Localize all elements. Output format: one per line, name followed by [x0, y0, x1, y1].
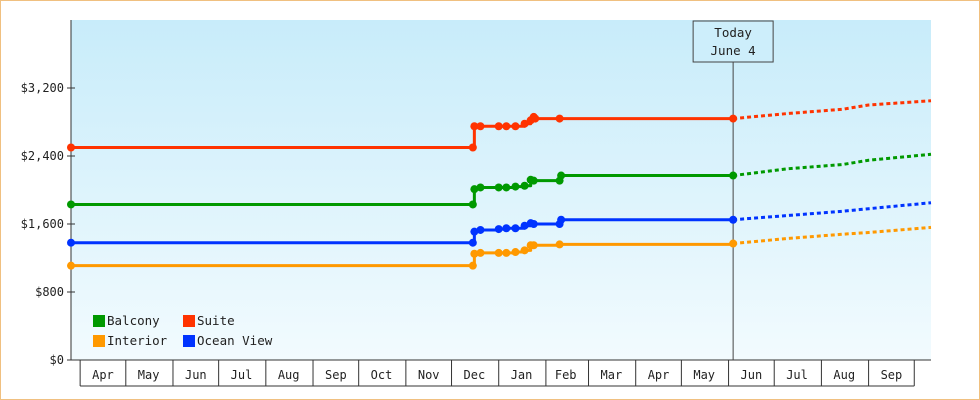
legend-swatch-interior: [93, 335, 105, 347]
x-tick-label: Jun: [185, 368, 207, 382]
x-tick-label: Dec: [464, 368, 486, 382]
data-point-suite: [476, 122, 485, 131]
data-point-balcony: [494, 183, 503, 192]
data-point-ocean-view: [520, 221, 529, 230]
series-ocean-view: [67, 201, 932, 247]
legend-swatch-suite: [183, 315, 195, 327]
today-annotation: Today June 4: [692, 20, 774, 360]
data-point-suite: [502, 122, 511, 131]
data-point-suite: [468, 143, 477, 152]
x-tick-label: Feb: [555, 368, 577, 382]
data-point-ocean-view: [529, 220, 538, 228]
data-point-interior: [729, 239, 738, 248]
y-tick-label: $0: [50, 353, 64, 367]
data-point-balcony: [511, 182, 520, 191]
legend: Balcony Suite Interior Ocean View: [93, 313, 273, 348]
forecast-line-ocean-view: [733, 201, 932, 222]
data-point-ocean-view: [502, 224, 511, 233]
forecast-line-suite: [732, 99, 932, 121]
data-point-suite: [531, 114, 540, 123]
data-point-balcony: [470, 185, 479, 194]
series-balcony: [67, 152, 932, 209]
today-label: Today: [714, 25, 752, 40]
x-tick-label: May: [138, 368, 160, 382]
today-box: [692, 20, 774, 63]
legend-swatch-ocean-view: [183, 335, 195, 347]
forecast-line-interior: [732, 225, 932, 246]
y-tick-label: $800: [35, 285, 64, 299]
data-point-suite: [470, 122, 479, 131]
y-tick-label: $1,600: [21, 217, 64, 231]
legend-label-balcony: Balcony: [107, 313, 160, 328]
x-tick-label: Aug: [833, 368, 855, 382]
x-tick-label: Aug: [278, 368, 300, 382]
x-tick-label: Apr: [92, 368, 114, 382]
x-tick-label: Jun: [741, 368, 763, 382]
legend-label-suite: Suite: [197, 313, 235, 328]
series-layer: [67, 99, 932, 270]
data-point-balcony: [502, 183, 511, 192]
data-point-interior: [468, 261, 477, 270]
forecast-line-balcony: [732, 152, 932, 178]
data-point-balcony: [67, 200, 75, 209]
data-point-ocean-view: [468, 238, 477, 247]
series-interior: [67, 225, 932, 270]
data-point-ocean-view: [729, 215, 738, 224]
x-tick-label: Mar: [601, 368, 623, 382]
data-point-ocean-view: [494, 225, 503, 234]
x-tick-label: Oct: [371, 368, 393, 382]
legend-swatch-balcony: [93, 315, 105, 327]
x-tick-label: Jan: [511, 368, 533, 382]
data-point-suite: [555, 114, 564, 123]
data-point-interior: [502, 248, 511, 257]
x-axis: Apr May Jun Jul Aug Sep Oct Nov Dec Jan Feb Mar Apr M…: [71, 359, 931, 387]
data-point-suite: [494, 122, 503, 131]
data-point-interior: [476, 248, 485, 257]
data-point-suite: [729, 114, 738, 123]
data-point-interior: [520, 246, 529, 255]
data-point-balcony: [529, 176, 538, 185]
x-tick-label: Sep: [881, 368, 903, 382]
series-suite: [67, 99, 932, 152]
data-point-ocean-view: [67, 238, 75, 247]
x-tick-label: Sep: [325, 368, 347, 382]
today-date-label: June 4: [711, 43, 756, 58]
data-point-interior: [511, 248, 520, 257]
data-point-balcony: [557, 171, 566, 180]
data-point-interior: [529, 241, 538, 250]
legend-label-interior: Interior: [107, 333, 168, 348]
data-point-interior: [555, 240, 564, 249]
y-tick-label: $2,400: [21, 149, 64, 163]
data-point-suite: [511, 122, 520, 131]
data-point-ocean-view: [476, 225, 485, 234]
data-point-ocean-view: [470, 227, 479, 236]
x-tick-label: Nov: [418, 368, 440, 382]
legend-label-ocean-view: Ocean View: [197, 333, 273, 348]
data-point-interior: [494, 248, 503, 257]
data-point-suite: [520, 119, 529, 128]
x-tick-label: May: [693, 368, 715, 382]
y-axis: $0 $800 $1,600 $2,400 $3,200: [21, 20, 75, 367]
data-point-balcony: [729, 171, 738, 180]
data-point-interior: [67, 261, 75, 270]
data-point-balcony: [468, 200, 477, 209]
data-point-interior: [470, 249, 479, 258]
y-tick-label: $3,200: [21, 81, 64, 95]
data-point-suite: [67, 143, 75, 152]
data-point-ocean-view: [511, 224, 520, 233]
x-tick-label: Apr: [648, 368, 670, 382]
data-point-ocean-view: [557, 215, 566, 224]
x-tick-label: Jul: [786, 368, 808, 382]
x-tick-label: Jul: [231, 368, 253, 382]
data-point-balcony: [476, 183, 485, 192]
data-point-balcony: [520, 181, 529, 190]
